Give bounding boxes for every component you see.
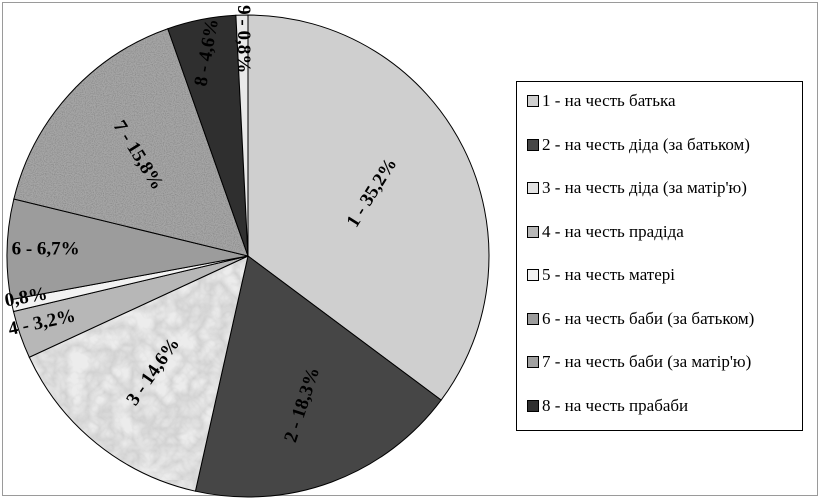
legend-item-4: 4 - на честь прадіда [527,221,684,243]
legend-label-8: 8 - на честь прабаби [542,395,689,415]
legend-label-6: 6 - на честь баби (за батьком) [542,308,755,328]
legend-label-2: 2 - на честь діда (за батьком) [542,134,750,154]
pie-slice-7 [13,28,249,257]
pie-slice-3 [28,255,249,492]
legend-item-8: 8 - на честь прабаби [527,395,688,417]
pie-slices [6,14,490,498]
legend-label-5: 5 - на честь матері [542,265,675,284]
chart-legend: 1 - на честь батька 2 - на честь діда (за… [516,81,803,431]
pie-slice-2 [194,255,442,498]
legend-item-7: 7 - на честь баби (за матір'ю) [527,351,751,373]
legend-swatch-1 [527,95,539,107]
legend-label-3: 3 - на честь діда (за матір'ю) [542,178,747,197]
legend-item-2: 2 - на честь діда (за батьком) [527,134,750,156]
pie-slice-9 [235,14,249,257]
legend-swatch-2 [527,138,539,151]
legend-item-5: 5 - на честь матері [527,264,675,286]
legend-label-7: 7 - на честь баби (за матір'ю) [542,352,752,371]
legend-swatch-3 [527,182,539,194]
legend-swatch-7 [527,356,539,368]
legend-swatch-4 [527,225,539,238]
legend-item-6: 6 - на честь баби (за батьком) [527,308,754,330]
legend-item-1: 1 - на честь батька [527,90,676,112]
legend-swatch-5 [527,269,539,281]
slice-label-6: 6 - 6,7% [12,239,80,260]
legend-swatch-6 [527,312,539,325]
legend-swatch-8 [527,399,539,412]
legend-label-1: 1 - на честь батька [542,91,676,110]
legend-item-3: 3 - на честь діда (за матір'ю) [527,177,747,199]
pie-slice-1 [247,14,490,401]
slice-label-9: 9 - 0,8% [233,5,254,73]
legend-label-4: 4 - на честь прадіда [542,221,684,241]
